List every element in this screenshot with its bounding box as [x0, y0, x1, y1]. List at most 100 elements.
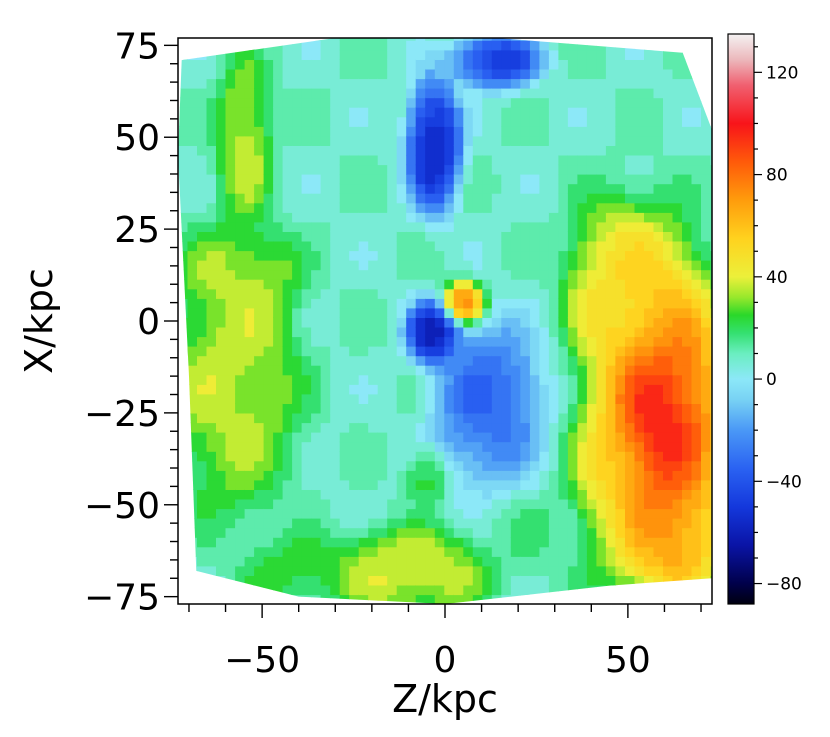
heat-cell — [586, 412, 597, 424]
heat-cell — [225, 575, 236, 586]
heat-cell — [273, 260, 284, 271]
heat-cell — [491, 412, 502, 424]
heat-cell — [358, 393, 369, 404]
heat-cell — [187, 59, 198, 70]
heat-cell — [520, 279, 531, 290]
heat-cell — [625, 183, 636, 194]
heat-cell — [330, 68, 341, 80]
heat-cell — [282, 384, 293, 395]
heat-cell — [387, 40, 398, 51]
heat-cell — [311, 336, 322, 347]
heat-cell — [206, 231, 217, 242]
heat-cell — [558, 489, 569, 500]
heat-cell — [682, 460, 693, 471]
heat-cell — [444, 126, 455, 137]
heat-cell — [682, 498, 693, 510]
heat-cell — [292, 78, 303, 89]
heat-cell — [672, 441, 683, 452]
heat-cell — [586, 527, 597, 538]
heat-cell — [653, 527, 664, 538]
heat-cell — [672, 584, 683, 596]
heat-cell — [387, 202, 398, 213]
heat-cell — [187, 212, 198, 223]
heat-cell — [292, 298, 303, 309]
heat-cell — [254, 365, 265, 376]
heat-cell — [482, 88, 493, 99]
heat-cell — [330, 451, 341, 462]
heat-cell — [644, 116, 655, 127]
heat-cell — [292, 250, 303, 261]
heat-cell — [672, 183, 683, 194]
heat-cell — [510, 365, 521, 376]
heat-cell — [539, 135, 550, 146]
heat-cell — [311, 97, 322, 108]
heat-cell — [368, 422, 379, 433]
heat-cell — [444, 88, 455, 99]
heat-cell — [453, 88, 464, 99]
heat-cell — [225, 279, 236, 290]
heat-cell — [548, 374, 559, 385]
heat-cell — [434, 489, 445, 500]
heat-cell — [625, 88, 636, 99]
heat-cell — [349, 470, 360, 481]
heat-cell — [625, 174, 636, 185]
heat-cell — [586, 59, 597, 70]
heat-cell — [444, 298, 455, 309]
heat-cell — [330, 298, 341, 309]
heat-cell — [482, 49, 493, 60]
heat-cell — [387, 49, 398, 60]
heat-cell — [567, 193, 578, 204]
heat-cell — [225, 518, 236, 529]
heat-cell — [691, 288, 702, 299]
heat-cell — [520, 107, 531, 118]
heat-cell — [244, 422, 255, 433]
heat-cell — [463, 565, 474, 576]
heat-cell — [644, 126, 655, 137]
heat-cell — [235, 59, 246, 70]
heat-cell — [368, 154, 379, 166]
heat-cell — [358, 460, 369, 471]
heat-cell — [586, 489, 597, 500]
heat-cell — [254, 49, 265, 60]
heat-cell — [216, 346, 227, 357]
heat-cell — [368, 231, 379, 242]
heat-cell — [520, 441, 531, 452]
heat-cell — [206, 193, 217, 204]
heat-cell — [548, 145, 559, 156]
heat-cell — [415, 489, 426, 500]
heat-cell — [387, 68, 398, 80]
heat-cell — [472, 498, 483, 510]
heat-cell — [225, 221, 236, 232]
heat-cell — [672, 460, 683, 471]
heat-cell — [425, 527, 436, 538]
heat-cell — [558, 384, 569, 395]
heat-cell — [615, 59, 626, 70]
heat-cell — [206, 508, 217, 519]
y-tick-label: 25 — [114, 210, 160, 251]
heat-cell — [577, 135, 588, 146]
heat-cell — [358, 59, 369, 70]
heat-cell — [197, 307, 208, 318]
heat-cell — [263, 384, 274, 395]
heat-cell — [301, 317, 312, 328]
heat-cell — [548, 518, 559, 529]
heat-cell — [558, 164, 569, 175]
heat-cell — [368, 336, 379, 347]
heat-cell — [701, 403, 712, 414]
heat-cell — [311, 575, 322, 586]
heat-cell — [644, 365, 655, 376]
heat-cell — [663, 575, 674, 586]
heat-cell — [187, 116, 198, 127]
heat-cell — [663, 154, 674, 166]
heat-cell — [282, 355, 293, 366]
heat-cell — [434, 221, 445, 232]
heat-cell — [235, 145, 246, 156]
heat-cell — [605, 317, 616, 328]
heat-cell — [301, 260, 312, 271]
heat-cell — [311, 145, 322, 156]
heat-cell — [263, 470, 274, 481]
heat-cell — [586, 565, 597, 576]
heat-cell — [216, 537, 227, 548]
heat-cell — [548, 584, 559, 596]
